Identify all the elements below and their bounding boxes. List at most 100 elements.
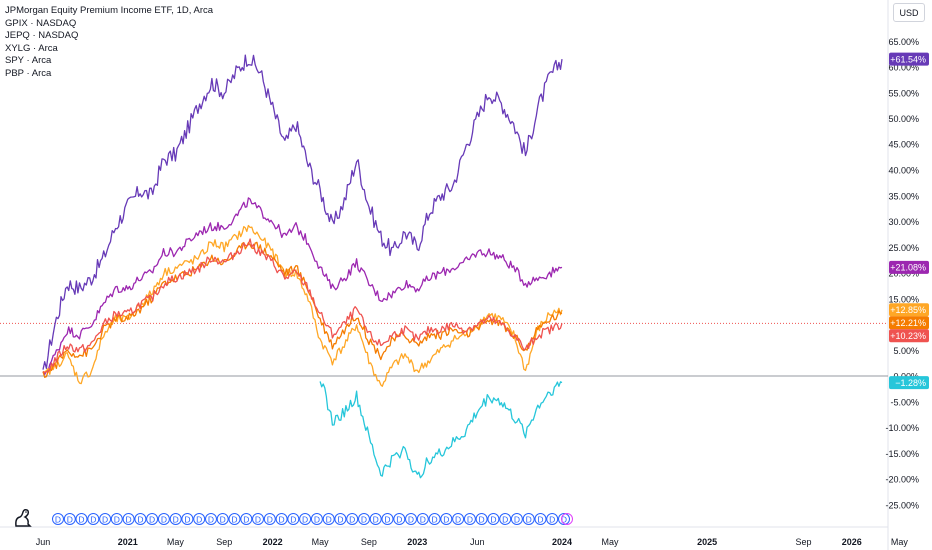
dividend-marker[interactable]: D <box>499 513 512 525</box>
dividend-marker[interactable]: D <box>110 513 123 525</box>
dividend-marker[interactable]: D <box>216 513 229 525</box>
dividend-marker[interactable]: D <box>322 513 335 525</box>
dividend-marker-circle[interactable] <box>487 513 500 525</box>
dividend-marker-circle[interactable] <box>240 513 253 525</box>
legend-compare-symbol[interactable]: SPY · Arca <box>5 55 52 67</box>
dividend-marker-circle[interactable] <box>63 513 76 525</box>
dividend-marker[interactable]: D <box>334 513 347 525</box>
dividend-marker-circle[interactable] <box>522 513 535 525</box>
legend-main-symbol[interactable]: JPMorgan Equity Premium Income ETF, 1D, … <box>5 5 214 16</box>
dividend-marker[interactable]: D <box>263 513 276 525</box>
dividend-marker-circle[interactable] <box>416 513 429 525</box>
dividend-marker[interactable]: D <box>510 513 523 525</box>
dividend-marker-circle[interactable] <box>358 513 370 525</box>
dividend-marker[interactable]: D <box>205 513 217 525</box>
dividend-marker-circle[interactable] <box>252 513 264 525</box>
dividend-marker-circle[interactable] <box>263 513 276 525</box>
dividend-marker[interactable]: D <box>240 513 253 525</box>
dividend-marker[interactable]: D <box>193 513 206 525</box>
dividend-marker-circle[interactable] <box>428 513 441 525</box>
currency-button[interactable]: USD <box>893 3 925 22</box>
dividend-marker-circle[interactable] <box>440 513 453 525</box>
dividend-marker[interactable]: D <box>416 513 429 525</box>
dividend-marker[interactable]: D <box>393 513 406 525</box>
dividend-marker-circle[interactable] <box>87 513 100 525</box>
dividend-marker[interactable]: D <box>546 513 559 525</box>
dividend-marker[interactable]: D <box>287 513 300 525</box>
dividend-marker[interactable]: D <box>299 513 312 525</box>
dividend-marker-circle[interactable] <box>369 513 382 525</box>
dividend-marker[interactable]: D <box>452 513 465 525</box>
dividend-marker[interactable]: D <box>134 513 147 525</box>
dividend-marker-circle[interactable] <box>561 513 573 525</box>
dividend-marker-circle[interactable] <box>381 513 394 525</box>
legend-compare-symbol[interactable]: GPIX · NASDAQ <box>5 17 77 29</box>
dividend-marker[interactable]: D <box>122 513 135 525</box>
dividend-marker-circle[interactable] <box>510 513 523 525</box>
dividend-marker-circle[interactable] <box>558 513 570 525</box>
dividend-marker[interactable]: D <box>369 513 382 525</box>
dividend-marker-circle[interactable] <box>193 513 206 525</box>
tradingview-dino-icon[interactable] <box>12 508 36 528</box>
series-line[interactable] <box>42 197 563 376</box>
dividend-marker[interactable]: D <box>522 513 535 525</box>
dividend-marker[interactable]: D <box>310 513 323 525</box>
dividend-marker-circle[interactable] <box>157 513 170 525</box>
series-line[interactable] <box>42 224 563 387</box>
dividend-marker[interactable]: D <box>252 513 264 525</box>
dividend-marker[interactable]: D <box>405 513 417 525</box>
dividend-marker[interactable]: D <box>99 513 112 525</box>
dividend-marker-circle[interactable] <box>475 513 488 525</box>
dividend-marker[interactable]: D <box>440 513 453 525</box>
dividend-marker-circle[interactable] <box>228 513 241 525</box>
dividend-marker[interactable]: D <box>146 513 159 525</box>
dividend-marker[interactable]: D <box>75 513 88 525</box>
dividend-marker[interactable]: D <box>87 513 100 525</box>
dividend-marker[interactable]: D <box>52 513 64 525</box>
dividend-marker[interactable]: D <box>63 513 76 525</box>
dividend-marker[interactable]: D <box>381 513 394 525</box>
dividend-marker-circle[interactable] <box>287 513 300 525</box>
dividend-marker-circle[interactable] <box>299 513 312 525</box>
series-line[interactable] <box>42 238 563 374</box>
dividend-marker-circle[interactable] <box>181 513 194 525</box>
dividend-marker-circle[interactable] <box>52 513 64 525</box>
dividend-marker[interactable]: D <box>487 513 500 525</box>
dividend-marker[interactable]: D <box>169 513 182 525</box>
dividend-marker-circle[interactable] <box>499 513 512 525</box>
dividend-marker-circle[interactable] <box>75 513 88 525</box>
dividend-marker[interactable]: D <box>558 513 570 525</box>
dividend-marker-circle[interactable] <box>346 513 359 525</box>
dividend-marker[interactable]: D <box>358 513 370 525</box>
dividend-marker-circle[interactable] <box>393 513 406 525</box>
dividend-marker[interactable]: D <box>346 513 359 525</box>
dividend-marker-circle[interactable] <box>99 513 112 525</box>
series-line[interactable] <box>319 381 563 479</box>
dividend-marker-circle[interactable] <box>334 513 347 525</box>
dividend-marker-circle[interactable] <box>534 513 547 525</box>
legend-compare-symbol[interactable]: XYLG · Arca <box>5 42 58 54</box>
dividend-marker-circle[interactable] <box>134 513 147 525</box>
dividend-marker[interactable]: D <box>275 513 288 525</box>
dividend-marker-circle[interactable] <box>322 513 335 525</box>
dividend-marker-circle[interactable] <box>546 513 559 525</box>
legend-compare-symbol[interactable]: PBP · Arca <box>5 67 52 79</box>
dividend-marker-circle[interactable] <box>169 513 182 525</box>
dividend-marker-circle[interactable] <box>275 513 288 525</box>
dividend-marker[interactable]: D <box>228 513 241 525</box>
dividend-marker[interactable]: D <box>181 513 194 525</box>
dividend-marker-circle[interactable] <box>463 513 476 525</box>
time-axis[interactable]: Jun 2021 May Sep 2022 May Sep 2023 Jun 2024 May 202… <box>36 537 909 547</box>
series-line[interactable] <box>42 241 563 378</box>
dividend-marker-circle[interactable] <box>205 513 217 525</box>
dividend-marker[interactable]: D <box>475 513 488 525</box>
dividend-marker-circle[interactable] <box>405 513 417 525</box>
dividend-marker-circle[interactable] <box>452 513 465 525</box>
dividend-marker-circle[interactable] <box>122 513 135 525</box>
legend-compare-symbol[interactable]: JEPQ · NASDAQ <box>5 30 79 42</box>
dividend-marker[interactable]: D <box>534 513 547 525</box>
dividend-marker[interactable]: D <box>428 513 441 525</box>
dividend-marker-circle[interactable] <box>216 513 229 525</box>
series-line[interactable] <box>42 54 563 370</box>
